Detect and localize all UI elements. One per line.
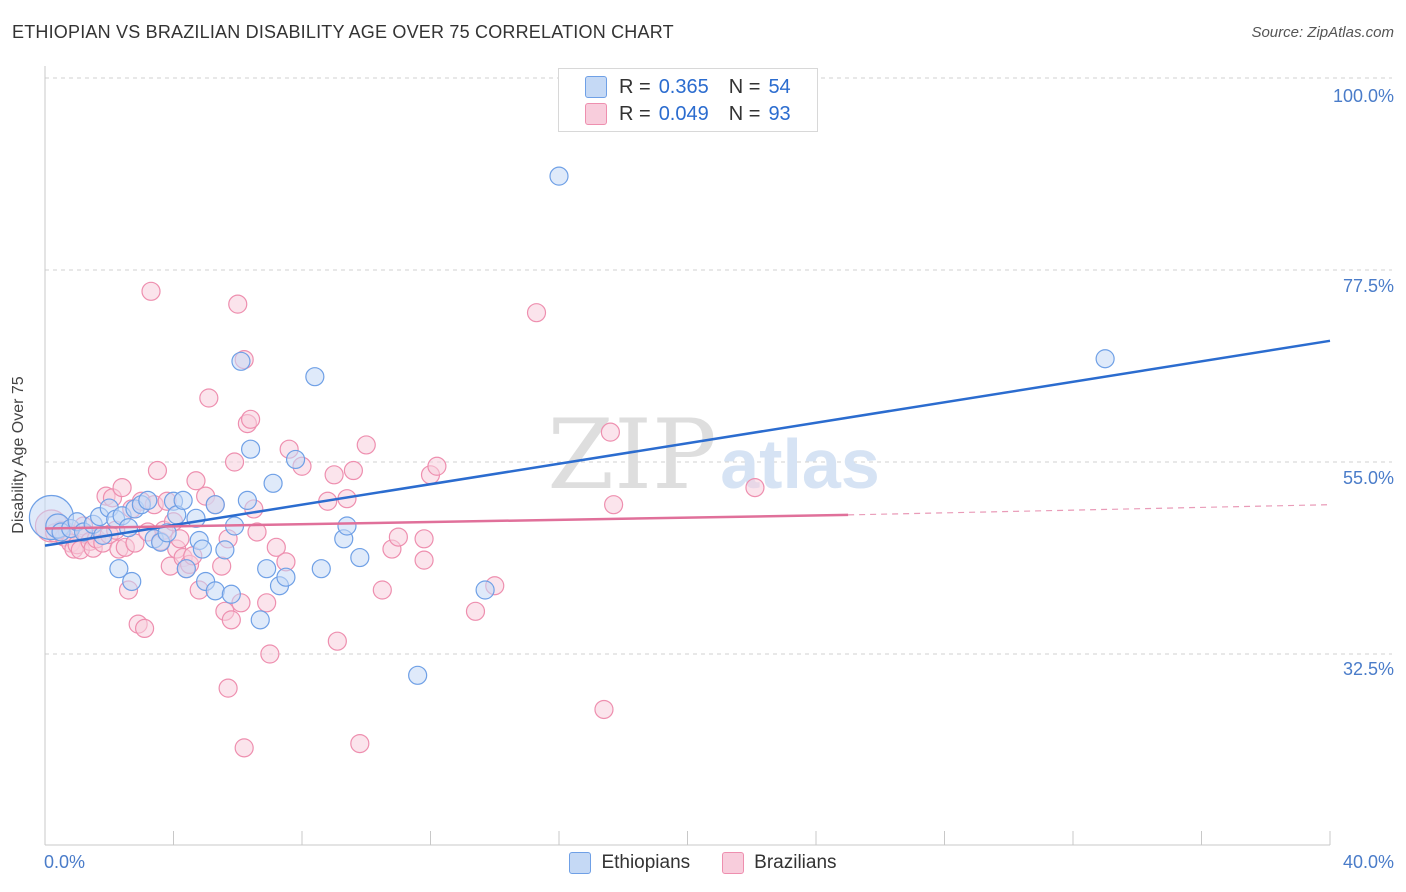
brazilian-point-79 (465, 601, 486, 621)
brazilian-point-57 (241, 409, 261, 429)
ethiopian-point-24 (176, 559, 196, 579)
ethiopian-point-49 (475, 580, 495, 600)
ethiopian-point-25 (186, 508, 206, 528)
ethiopian-point-43 (305, 367, 325, 387)
correlation-legend: R = 0.365 N = 54 R = 0.049 N = 93 (558, 68, 818, 132)
brazilian-point-68 (327, 631, 347, 651)
legend-swatch-ethiopians (585, 76, 607, 98)
brazilian-trend-extension (848, 504, 1331, 516)
ethiopian-point-32 (221, 584, 241, 604)
ethiopian-point-30 (205, 581, 225, 601)
ethiopian-point-29 (205, 495, 225, 515)
brazilian-point-70 (343, 460, 363, 481)
chart-title: ETHIOPIAN VS BRAZILIAN DISABILITY AGE OV… (12, 22, 674, 42)
ethiopian-point-42 (285, 449, 306, 470)
brazilian-point-88 (745, 478, 765, 498)
series-label-brazilians: Brazilians (754, 852, 837, 873)
brazilian-point-76 (414, 550, 434, 570)
ethiopian-trend-line (44, 339, 1331, 547)
series-swatch-brazilians (722, 852, 745, 874)
brazilian-point-29 (141, 281, 161, 301)
ethiopian-point-47 (350, 547, 370, 568)
legend-row-brazilians: R = 0.049 N = 93 (585, 101, 791, 127)
brazilian-point-83 (600, 422, 621, 442)
legend-n-label: N = (728, 102, 761, 125)
brazilian-point-27 (134, 618, 155, 639)
brazilian-point-46 (199, 388, 219, 408)
brazilian-point-87 (218, 678, 238, 698)
series-legend: Ethiopians Brazilians (0, 852, 1406, 874)
ethiopian-point-34 (231, 351, 251, 371)
y-tick-label-32-5: 32.5% (1342, 659, 1394, 679)
legend-swatch-brazilians (585, 103, 607, 125)
ethiopian-point-46 (337, 516, 357, 536)
brazilian-point-75 (414, 529, 434, 549)
brazilian-point-84 (604, 495, 624, 515)
x-tick-label-max: 40.0% (1342, 852, 1394, 872)
ethiopian-point-38 (257, 559, 277, 579)
legend-r-label: R = (619, 102, 651, 125)
brazilian-point-31 (147, 460, 168, 481)
brazilian-point-61 (260, 644, 280, 664)
legend-r-value-brazilians: 0.049 (658, 102, 709, 125)
brazilian-point-85 (234, 738, 254, 758)
brazilian-point-71 (356, 435, 376, 455)
ethiopian-point-48 (408, 665, 428, 685)
brazilian-point-53 (228, 294, 248, 314)
ethiopian-point-39 (263, 473, 283, 493)
series-legend-brazilians[interactable]: Brazilians (722, 852, 837, 874)
ethiopian-point-44 (311, 559, 331, 579)
y-tick-label-100: 100.0% (1332, 86, 1394, 106)
brazilian-point-82 (594, 699, 614, 720)
brazilian-point-72 (372, 580, 392, 600)
series-swatch-ethiopians (569, 852, 592, 874)
watermark-atlas: atlas (720, 425, 880, 503)
brazilian-point-43 (186, 471, 206, 491)
brazilian-point-86 (350, 733, 370, 754)
series-legend-ethiopians[interactable]: Ethiopians (569, 852, 690, 874)
brazilian-point-59 (247, 522, 267, 542)
ethiopian-point-51 (1095, 349, 1115, 369)
brazilian-point-81 (526, 303, 547, 323)
ethiopian-point-37 (250, 610, 270, 630)
watermark-zip: ZIP (547, 399, 716, 511)
ethiopian-point-11 (109, 559, 129, 579)
brazilian-point-78 (427, 456, 447, 476)
ethiopian-point-17 (138, 490, 158, 510)
ethiopian-point-31 (215, 540, 235, 560)
y-tick-label-55: 55.0% (1342, 468, 1394, 488)
legend-n-value-ethiopians: 54 (768, 75, 791, 98)
brazilian-point-74 (388, 527, 408, 547)
brazilian-trend-line (44, 513, 849, 530)
legend-n-value-brazilians: 93 (768, 102, 791, 125)
brazilian-point-67 (324, 465, 344, 485)
brazilian-point-20 (112, 478, 132, 498)
ethiopian-point-27 (192, 539, 213, 559)
legend-r-value-ethiopians: 0.365 (658, 75, 709, 98)
y-tick-label-77-5: 77.5% (1342, 276, 1394, 296)
x-tick-label-min: 0.0% (44, 852, 86, 872)
ethiopian-point-41 (276, 567, 296, 587)
legend-n-label: N = (728, 75, 761, 98)
brazilian-point-48 (212, 556, 232, 576)
brazilian-point-51 (221, 610, 241, 630)
brazilian-point-62 (266, 537, 286, 557)
ethiopian-point-36 (241, 439, 261, 459)
brazilian-point-52 (224, 452, 245, 472)
brazilian-point-60 (257, 593, 277, 613)
ethiopian-point-35 (237, 490, 257, 510)
ethiopian-point-20 (157, 523, 177, 543)
ethiopian-point-14 (122, 571, 142, 592)
series-label-ethiopians: Ethiopians (601, 852, 691, 873)
legend-row-ethiopians: R = 0.365 N = 54 (585, 74, 791, 100)
legend-r-label: R = (619, 75, 651, 98)
ethiopian-point-23 (173, 490, 193, 510)
ethiopian-point-50 (549, 166, 569, 186)
chart-source: Source: ZipAtlas.com (1251, 24, 1394, 41)
